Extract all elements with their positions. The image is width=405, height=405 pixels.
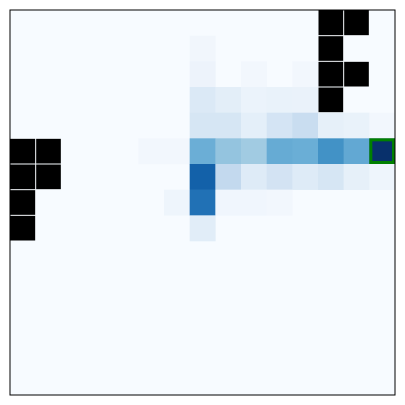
wall-cell bbox=[10, 215, 36, 241]
heat-cell bbox=[189, 138, 216, 165]
heat-cell bbox=[369, 164, 396, 190]
agent-marker bbox=[369, 138, 396, 164]
heat-cell bbox=[215, 138, 242, 165]
heat-cell bbox=[189, 61, 216, 88]
heat-cell bbox=[215, 112, 242, 139]
heat-cell bbox=[318, 138, 344, 165]
agent-layer bbox=[369, 138, 396, 164]
heat-cell bbox=[266, 189, 293, 216]
heat-cell bbox=[241, 189, 267, 216]
heat-cell bbox=[292, 61, 319, 88]
heat-cell bbox=[266, 87, 293, 113]
heat-cell bbox=[343, 112, 370, 139]
heat-cell bbox=[189, 164, 216, 190]
heat-cell bbox=[266, 138, 293, 165]
heat-cell bbox=[266, 164, 293, 190]
heat-cell bbox=[292, 87, 319, 113]
heat-cell bbox=[369, 138, 396, 165]
wall-layer bbox=[10, 10, 369, 241]
heat-cell bbox=[292, 138, 319, 165]
wall-cell bbox=[318, 87, 344, 113]
wall-cell bbox=[10, 138, 36, 164]
heat-cell bbox=[241, 87, 267, 113]
board-border bbox=[9, 9, 396, 396]
heat-cell bbox=[241, 164, 267, 190]
heat-cell bbox=[215, 87, 242, 113]
heat-cell bbox=[343, 164, 370, 190]
wall-cell bbox=[36, 138, 61, 164]
wall-cell bbox=[344, 10, 369, 36]
heat-cell bbox=[189, 87, 216, 113]
heat-cell bbox=[318, 164, 344, 190]
heat-cell bbox=[318, 112, 344, 139]
wall-cell bbox=[318, 10, 344, 36]
heat-cell bbox=[215, 164, 242, 190]
heat-cell bbox=[241, 61, 267, 88]
wall-cell bbox=[344, 61, 369, 87]
heat-cell bbox=[189, 189, 216, 216]
heat-cell bbox=[164, 138, 190, 165]
heat-cell bbox=[189, 215, 216, 242]
heat-cell bbox=[215, 189, 242, 216]
heat-cell bbox=[189, 112, 216, 139]
heat-cell bbox=[164, 189, 190, 216]
wall-cell bbox=[318, 61, 344, 87]
heat-cell bbox=[292, 164, 319, 190]
heat-cell bbox=[189, 35, 216, 62]
wall-cell bbox=[10, 190, 36, 215]
heat-cell bbox=[343, 138, 370, 165]
wall-cell bbox=[318, 36, 344, 61]
heat-cell bbox=[266, 112, 293, 139]
heat-cell bbox=[292, 112, 319, 139]
heat-cell bbox=[241, 112, 267, 139]
heat-cell bbox=[369, 112, 396, 139]
wall-cell bbox=[36, 164, 61, 190]
wall-cell bbox=[10, 164, 36, 190]
heatmap-layer bbox=[138, 35, 396, 242]
heat-cell bbox=[241, 138, 267, 165]
heat-cell bbox=[138, 138, 165, 165]
